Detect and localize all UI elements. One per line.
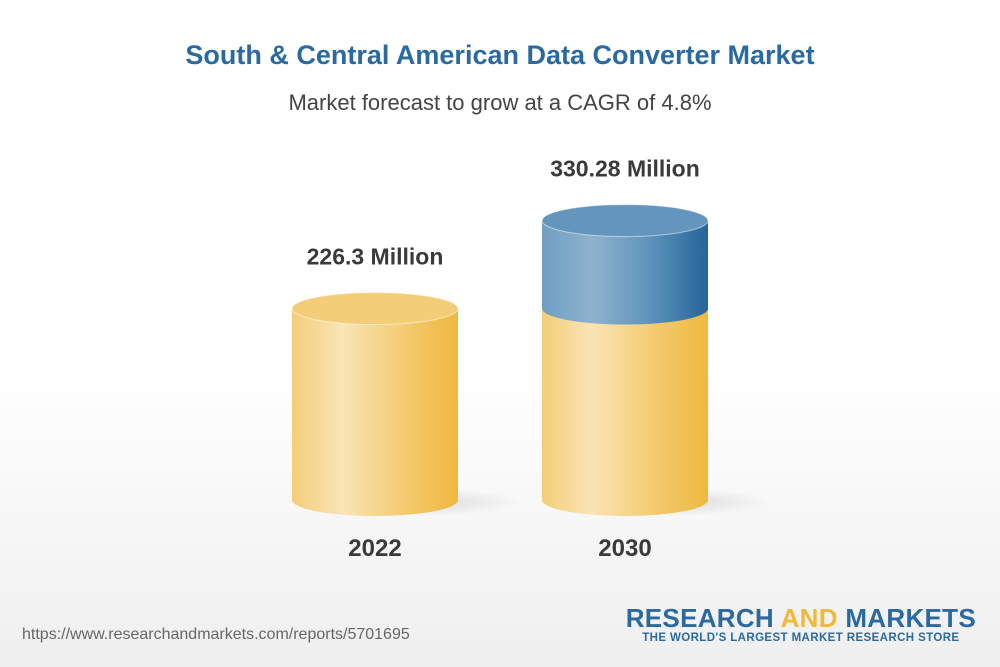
bar-2030-growth-body (542, 220, 708, 325)
data-label-2030: 330.28 Million (550, 156, 700, 182)
data-label-2022: 226.3 Million (307, 244, 444, 270)
x-tick-2030: 2030 (598, 535, 651, 562)
logo-text-and: AND (780, 603, 838, 633)
logo-tagline: THE WORLD'S LARGEST MARKET RESEARCH STOR… (642, 632, 960, 644)
chart-subtitle: Market forecast to grow at a CAGR of 4.8… (288, 90, 712, 115)
x-tick-2022: 2022 (348, 535, 401, 562)
chart-title: South & Central American Data Converter … (185, 40, 815, 70)
bar-2022-base-top (291, 292, 459, 326)
source-url[interactable]: https://www.researchandmarkets.com/repor… (22, 626, 410, 643)
logo-text-research: RESEARCH (625, 603, 781, 633)
logo-text-markets: MARKETS (837, 603, 976, 633)
bar-2030-base-body (542, 308, 708, 516)
bar-2022-base-body (292, 308, 458, 516)
research-and-markets-logo: RESEARCH AND MARKETS THE WORLD'S LARGEST… (626, 604, 976, 644)
bar-2030-growth-top (541, 204, 709, 238)
